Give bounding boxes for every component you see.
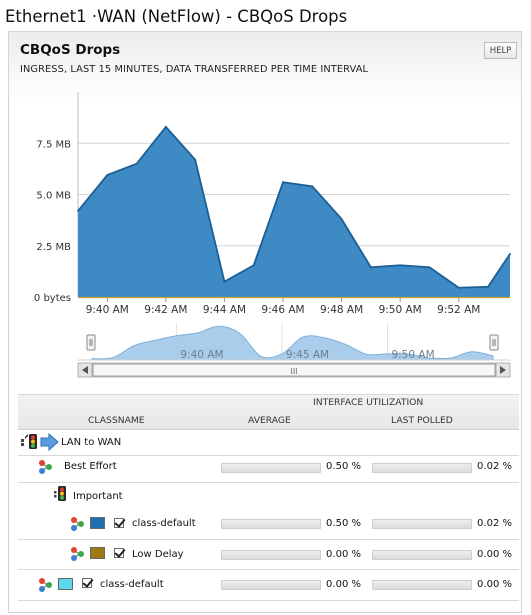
last-polled-value: 0.02 % (477, 518, 512, 529)
data-point (399, 264, 402, 267)
cbqos-drops-panel: CBQoS Drops INGRESS, LAST 15 MINUTES, DA… (8, 31, 522, 613)
classname-label: LAN to WAN (61, 437, 122, 448)
table-row: Important (18, 483, 519, 510)
data-point (164, 125, 167, 128)
navigator-tick-label: 9:40 AM (180, 349, 223, 361)
data-point (223, 280, 226, 283)
table-row: Low Delay 0.00 % 0.00 % (18, 540, 519, 570)
col-last-polled[interactable]: LAST POLLED (391, 415, 453, 426)
data-point (106, 174, 109, 176)
last-polled-value: 0.02 % (477, 461, 512, 472)
data-point (509, 253, 511, 255)
scrollbar-thumb[interactable] (92, 363, 496, 377)
navigator-area (91, 325, 494, 361)
y-tick-label: 0 bytes (34, 293, 71, 304)
data-point (428, 266, 431, 269)
help-button[interactable]: HELP (484, 42, 517, 59)
scroll-right-arrow-icon (500, 366, 506, 374)
last-polled-value: 0.00 % (477, 549, 512, 560)
panel-subtitle: INGRESS, LAST 15 MINUTES, DATA TRANSFERR… (20, 64, 369, 75)
data-point (135, 162, 138, 165)
table-row: class-default 0.00 % 0.00 % (18, 570, 519, 601)
interface-group-icon (21, 433, 59, 451)
data-point (252, 264, 255, 267)
table-row: LAN to WAN (18, 430, 519, 456)
interface-utilization-header: INTERFACE UTILIZATION (313, 397, 424, 408)
main-plot-area (77, 92, 511, 299)
x-tick-label: 9:42 AM (144, 304, 187, 316)
series-visibility-checkbox[interactable] (114, 548, 124, 558)
classname-label: Best Effort (64, 461, 117, 472)
y-tick-label: 5.0 MB (36, 191, 71, 202)
navigator-handle-body (489, 334, 499, 351)
data-point (457, 286, 460, 289)
class-map-icon (71, 517, 84, 531)
average-value: 0.50 % (326, 518, 361, 529)
table-row: Best Effort 0.50 % 0.02 % (18, 456, 519, 483)
x-tick-label: 9:46 AM (261, 304, 304, 316)
navigator-handle[interactable] (489, 334, 499, 351)
series-color-swatch (90, 517, 105, 529)
series-visibility-checkbox[interactable] (82, 578, 92, 588)
last-polled-value: 0.00 % (477, 579, 512, 590)
navigator-tick-label: 9:50 AM (391, 349, 434, 361)
x-tick-label: 9:52 AM (437, 304, 480, 316)
series-visibility-checkbox[interactable] (114, 518, 124, 528)
navigator[interactable]: 9:40 AM 9:45 AM 9:50 AM (78, 323, 510, 361)
classname-label: class-default (100, 579, 164, 590)
navigator-tick-label: 9:45 AM (286, 349, 329, 361)
panel-title: CBQoS Drops (20, 42, 121, 58)
average-utilization-bar (221, 550, 321, 560)
class-map-icon (39, 460, 52, 474)
data-point (77, 210, 79, 212)
data-point (487, 285, 489, 288)
scroll-left-arrow-icon (82, 366, 88, 374)
scrollbar-grip: III (290, 367, 297, 376)
classname-label: Low Delay (132, 549, 184, 560)
policy-traffic-light-icon (54, 486, 66, 501)
class-map-icon (71, 547, 84, 561)
last-polled-utilization-bar (372, 580, 472, 590)
data-point (340, 218, 343, 221)
average-value: 0.00 % (326, 579, 361, 590)
last-polled-utilization-bar (372, 463, 472, 473)
data-point (194, 158, 197, 161)
data-point (311, 185, 314, 188)
x-tick-label: 9:50 AM (379, 304, 422, 316)
last-polled-utilization-bar (372, 550, 472, 560)
navigator-handle[interactable] (86, 334, 96, 351)
x-axis: 9:40 AM 9:42 AM 9:44 AM 9:46 AM 9:48 AM 9:50 … (86, 297, 480, 316)
page-title: Ethernet1 ·WAN (NetFlow) - CBQoS Drops (5, 7, 348, 26)
navigator-handle-body (86, 334, 96, 351)
x-tick-label: 9:44 AM (203, 304, 246, 316)
y-tick-label: 7.5 MB (36, 139, 71, 150)
y-tick-label: 2.5 MB (36, 242, 71, 253)
col-classname[interactable]: CLASSNAME (88, 415, 145, 426)
series-line (77, 125, 511, 289)
classname-label: Important (73, 491, 123, 502)
average-value: 0.00 % (326, 549, 361, 560)
x-tick-label: 9:40 AM (86, 304, 129, 316)
series-color-swatch (58, 578, 73, 590)
last-polled-utilization-bar (372, 519, 472, 529)
classname-label: class-default (132, 518, 196, 529)
average-value: 0.50 % (326, 461, 361, 472)
average-utilization-bar (221, 580, 321, 590)
y-axis: 0 bytes 2.5 MB 5.0 MB 7.5 MB (34, 139, 71, 304)
col-average[interactable]: AVERAGE (248, 415, 291, 426)
data-point (369, 266, 372, 269)
table-header: INTERFACE UTILIZATION CLASSNAME AVERAGE … (18, 394, 519, 430)
area-series (78, 126, 510, 297)
average-utilization-bar (221, 519, 321, 529)
series-color-swatch (90, 547, 105, 559)
average-utilization-bar (221, 463, 321, 473)
cbqos-drops-chart: 0 bytes 2.5 MB 5.0 MB 7.5 MB 9:40 AM 9:42 AM… (34, 92, 511, 378)
x-tick-label: 9:48 AM (320, 304, 363, 316)
data-point (282, 181, 284, 184)
chart-scrollbar[interactable]: III (77, 362, 511, 378)
table-row: class-default 0.50 % 0.02 % (18, 510, 519, 540)
class-map-icon (39, 578, 52, 592)
